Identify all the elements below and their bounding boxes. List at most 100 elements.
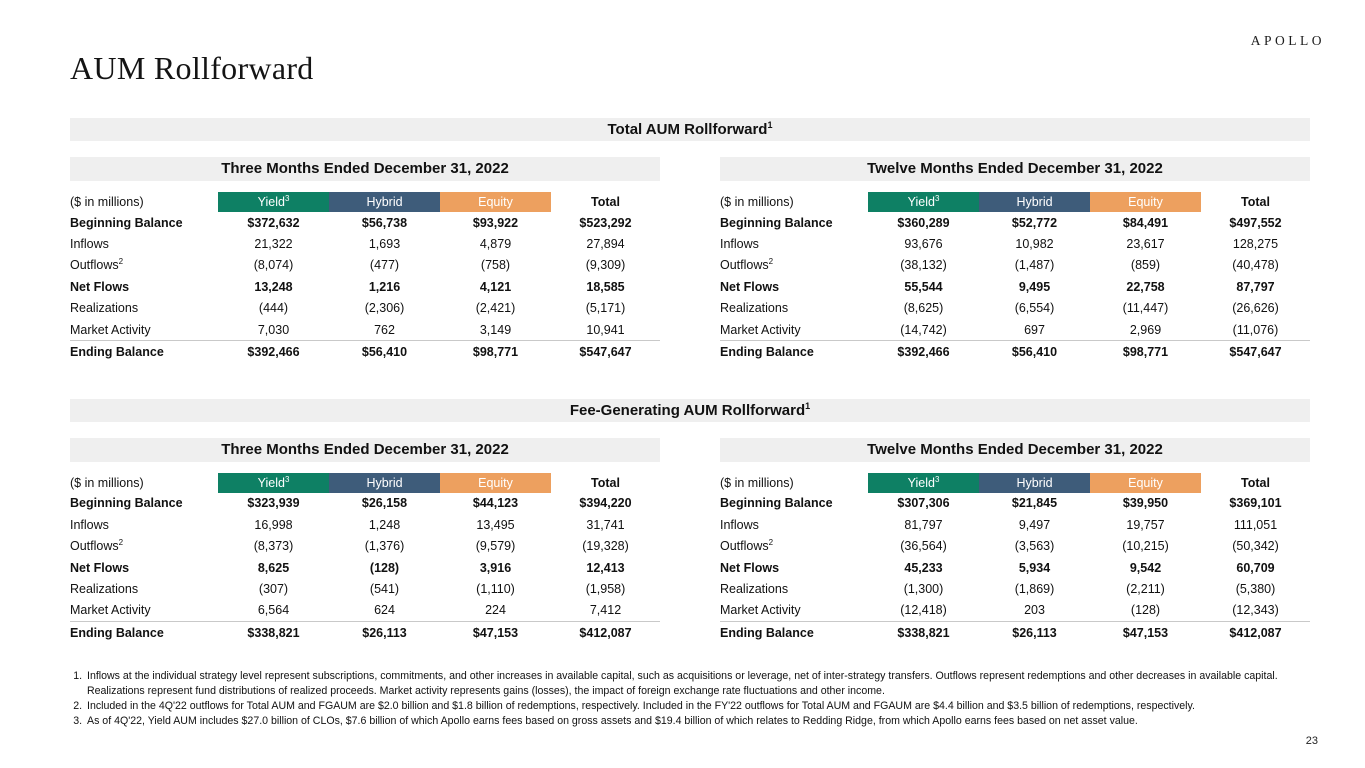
cell-value: (2,421) bbox=[475, 301, 516, 316]
cell-value: $372,632 bbox=[247, 215, 300, 230]
cell-value: $323,939 bbox=[247, 496, 300, 511]
table-total-aum-twelve-months: Twelve Months Ended December 31, 2022 ($ … bbox=[720, 157, 1310, 363]
cell-value: (38,132) bbox=[900, 258, 947, 273]
slide-content: Total AUM Rollforward1 Three Months Ende… bbox=[70, 118, 1310, 729]
row-label: Net Flows bbox=[70, 560, 130, 575]
table-row: Ending Balance $392,466 $56,410 $98,771 $547… bbox=[70, 340, 660, 363]
cell-value: 111,051 bbox=[1233, 517, 1278, 532]
section-total-aum: Total AUM Rollforward1 Three Months Ende… bbox=[70, 118, 1310, 363]
cell-value: (1,376) bbox=[364, 539, 405, 554]
row-label: Beginning Balance bbox=[720, 215, 833, 230]
header-row: ($ in millions) Yield3 Hybrid Equity Total bbox=[720, 472, 1310, 493]
cell-value: (128) bbox=[369, 560, 400, 575]
cell-value: $84,491 bbox=[1122, 215, 1169, 230]
row-label: Realizations bbox=[70, 301, 139, 316]
cell-value: (3,563) bbox=[1014, 539, 1055, 554]
cell-value: (8,373) bbox=[253, 539, 294, 554]
column-header-equity: Equity bbox=[1090, 192, 1201, 212]
row-label: Market Activity bbox=[70, 322, 151, 337]
cell-value: 16,998 bbox=[254, 517, 293, 532]
cell-value: $47,153 bbox=[440, 621, 551, 644]
cell-value: $26,113 bbox=[979, 621, 1090, 644]
cell-value: $412,087 bbox=[1201, 621, 1310, 644]
cell-value: 224 bbox=[485, 603, 506, 618]
table-fgaum-twelve-months: Twelve Months Ended December 31, 2022 ($ … bbox=[720, 437, 1310, 644]
cell-value: (477) bbox=[369, 258, 400, 273]
cell-value: 9,497 bbox=[1018, 517, 1051, 532]
fee-generating-aum-tables: Three Months Ended December 31, 2022 ($ i… bbox=[70, 437, 1310, 644]
cell-value: $56,410 bbox=[329, 340, 440, 363]
table-row: Market Activity (14,742) 697 2,969 (11,076) bbox=[720, 319, 1310, 341]
cell-value: $338,821 bbox=[868, 621, 979, 644]
column-header-yield: Yield3 bbox=[218, 472, 329, 493]
cell-value: $497,552 bbox=[1229, 215, 1282, 230]
cell-value: (307) bbox=[258, 581, 289, 596]
table-row: Ending Balance $338,821 $26,113 $47,153 $412… bbox=[720, 621, 1310, 644]
cell-value: 18,585 bbox=[586, 279, 625, 294]
cell-value: (6,554) bbox=[1014, 301, 1055, 316]
unit-label: ($ in millions) bbox=[70, 475, 144, 490]
period-header: Twelve Months Ended December 31, 2022 bbox=[720, 157, 1310, 181]
row-label: Net Flows bbox=[720, 560, 780, 575]
header-row: ($ in millions) Yield3 Hybrid Equity Total bbox=[70, 192, 660, 212]
row-label: Ending Balance bbox=[720, 621, 868, 644]
unit-label: ($ in millions) bbox=[720, 475, 794, 490]
column-header-total: Total bbox=[591, 195, 620, 209]
row-label: Ending Balance bbox=[70, 340, 218, 363]
table-row: Outflows2 (36,564) (3,563) (10,215) (50,342) bbox=[720, 536, 1310, 557]
cell-value: $52,772 bbox=[1011, 215, 1058, 230]
table-row: Beginning Balance $307,306 $21,845 $39,950 $… bbox=[720, 493, 1310, 514]
cell-value: (1,300) bbox=[903, 581, 944, 596]
row-label: Inflows bbox=[720, 517, 759, 532]
header-row: ($ in millions) Yield3 Hybrid Equity Total bbox=[720, 192, 1310, 212]
cell-value: (10,215) bbox=[1122, 539, 1169, 554]
table-row: Market Activity 6,564 624 224 7,412 bbox=[70, 600, 660, 622]
cell-value: (1,487) bbox=[1014, 258, 1055, 273]
cell-value: $93,922 bbox=[472, 215, 519, 230]
row-label: Net Flows bbox=[720, 279, 780, 294]
cell-value: $307,306 bbox=[897, 496, 950, 511]
cell-value: 81,797 bbox=[904, 517, 943, 532]
table-row: Outflows2 (8,373) (1,376) (9,579) (19,328) bbox=[70, 536, 660, 557]
cell-value: 23,617 bbox=[1126, 237, 1165, 252]
row-label: Inflows bbox=[70, 237, 109, 252]
cell-value: (12,343) bbox=[1232, 603, 1279, 618]
table-row: Inflows 21,322 1,693 4,879 27,894 bbox=[70, 233, 660, 254]
cell-value: 55,544 bbox=[904, 279, 943, 294]
cell-value: $26,158 bbox=[361, 496, 408, 511]
cell-value: 87,797 bbox=[1236, 279, 1275, 294]
column-header-hybrid: Hybrid bbox=[979, 472, 1090, 493]
cell-value: $26,113 bbox=[329, 621, 440, 644]
cell-value: $547,647 bbox=[551, 340, 660, 363]
section-title-footnote-ref: 1 bbox=[805, 400, 811, 411]
cell-value: 762 bbox=[374, 322, 395, 337]
row-label: Beginning Balance bbox=[720, 496, 833, 511]
rollforward-table: ($ in millions) Yield3 Hybrid Equity Total Be… bbox=[720, 472, 1310, 644]
cell-value: 2,969 bbox=[1129, 322, 1162, 337]
row-label: Market Activity bbox=[70, 603, 151, 618]
cell-value: 60,709 bbox=[1236, 560, 1275, 575]
column-header-yield: Yield3 bbox=[868, 472, 979, 493]
cell-value: 9,542 bbox=[1129, 560, 1162, 575]
rollforward-table: ($ in millions) Yield3 Hybrid Equity Total Be… bbox=[720, 192, 1310, 363]
row-label: Ending Balance bbox=[70, 621, 218, 644]
cell-value: 128,275 bbox=[1232, 237, 1279, 252]
row-label: Ending Balance bbox=[720, 340, 868, 363]
cell-value: (50,342) bbox=[1232, 539, 1279, 554]
column-header-total: Total bbox=[1241, 195, 1270, 209]
table-fgaum-three-months: Three Months Ended December 31, 2022 ($ i… bbox=[70, 437, 660, 644]
cell-value: $47,153 bbox=[1090, 621, 1201, 644]
row-label: Outflows2 bbox=[70, 538, 124, 554]
cell-value: $56,738 bbox=[361, 215, 408, 230]
row-label: Net Flows bbox=[70, 279, 130, 294]
cell-value: (8,074) bbox=[253, 258, 294, 273]
table-row: Realizations (8,625) (6,554) (11,447) (26,62… bbox=[720, 298, 1310, 319]
period-header: Twelve Months Ended December 31, 2022 bbox=[720, 437, 1310, 462]
cell-value: (14,742) bbox=[900, 322, 947, 337]
cell-value: 4,879 bbox=[479, 237, 512, 252]
table-row: Market Activity 7,030 762 3,149 10,941 bbox=[70, 319, 660, 341]
cell-value: (19,328) bbox=[582, 539, 629, 554]
cell-value: (2,306) bbox=[364, 301, 405, 316]
cell-value: 697 bbox=[1024, 322, 1045, 337]
